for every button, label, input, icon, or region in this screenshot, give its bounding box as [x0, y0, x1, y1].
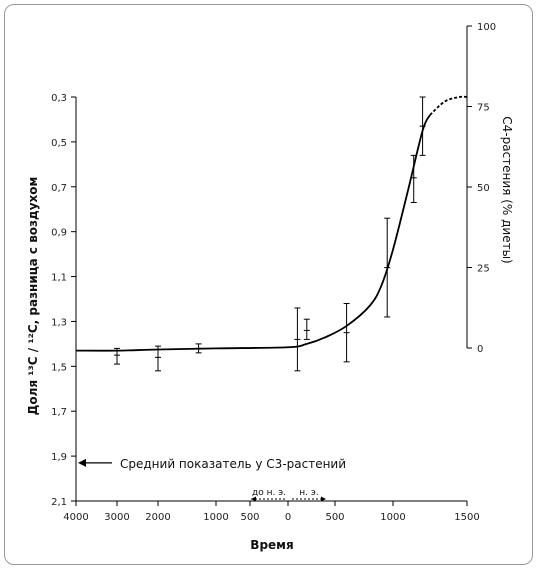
c4-trend-line — [75, 114, 431, 352]
y2-tick-label: 50 — [477, 183, 490, 194]
y-tick-label: 1,5 — [51, 362, 67, 373]
y2-tick-label: 100 — [477, 22, 496, 33]
x-tick-label: 1500 — [454, 512, 479, 523]
era-label-bc: до н. э. — [252, 488, 286, 498]
y-tick-label: 1,7 — [51, 407, 67, 418]
x-axis-title: Время — [250, 538, 293, 552]
x-tick-label: 4000 — [63, 512, 88, 523]
c3-annotation-arrowhead — [78, 458, 86, 467]
chart-frame — [4, 4, 533, 565]
c3-average-annotation: Средний показатель у C3-растений — [120, 457, 346, 471]
x-tick-label: 1000 — [203, 512, 228, 523]
y-tick-label: 2,1 — [51, 497, 67, 508]
x-tick-label: 500 — [240, 512, 259, 523]
y-tick-label: 0,3 — [51, 93, 67, 104]
y2-tick-label: 25 — [477, 264, 490, 275]
axes: 0,3 0,5 0,7 0,9 1,1 1,3 1,5 1,7 1,9 2,1 4000 3000 20… — [51, 22, 496, 523]
y2-tick-label: 75 — [477, 103, 490, 114]
era-arrowhead-bc — [251, 496, 256, 502]
x-tick-label: 500 — [325, 512, 344, 523]
y-tick-label: 1,9 — [51, 452, 67, 463]
c4-trend-line-projected — [429, 95, 468, 116]
y-tick-label: 1,1 — [51, 273, 67, 284]
x-tick-label: 1000 — [380, 512, 405, 523]
chart-marks — [75, 95, 468, 502]
x-tick-label: 2000 — [145, 512, 170, 523]
era-label-ad: н. э. — [299, 488, 318, 498]
y2-tick-label: 0 — [477, 344, 483, 355]
y-axis-title: Доля ¹³C / ¹²C, разница с воздухом — [26, 177, 40, 416]
y2-axis-title: C4-растения (% диеты) — [500, 116, 514, 264]
x-tick-label: 3000 — [104, 512, 129, 523]
y-tick-label: 0,5 — [51, 138, 67, 149]
y-tick-label: 1,3 — [51, 317, 67, 328]
era-arrowhead-ad — [321, 496, 326, 502]
y-tick-label: 0,7 — [51, 183, 67, 194]
y-tick-label: 0,9 — [51, 228, 67, 239]
x-tick-label: 0 — [285, 512, 291, 523]
